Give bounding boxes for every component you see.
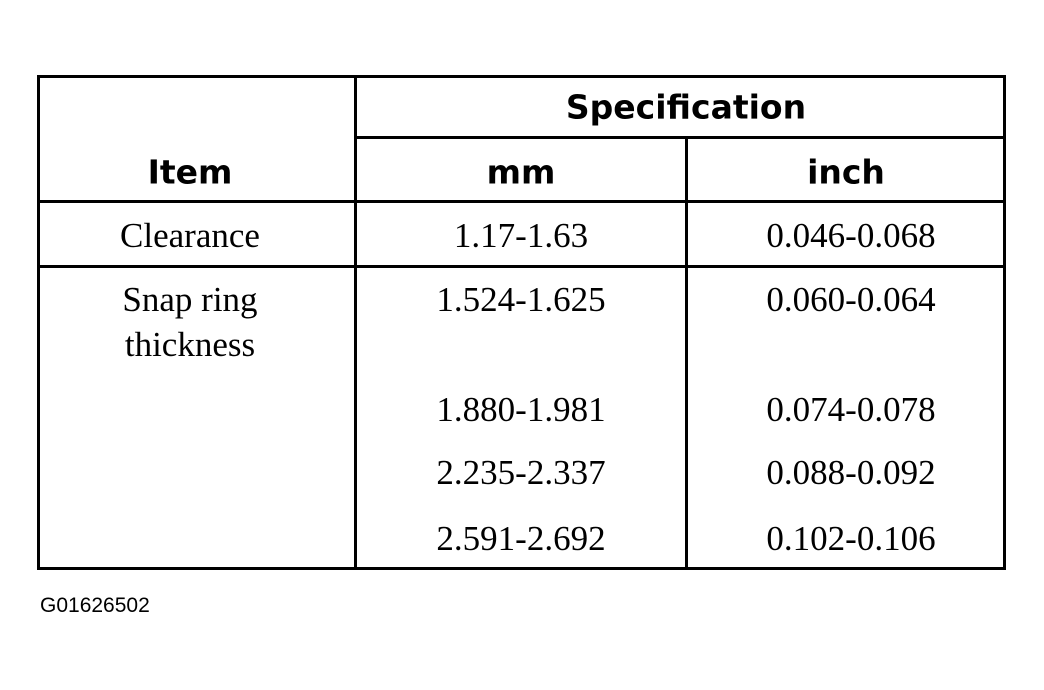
- spec-value: 0.060-0.064: [766, 280, 936, 319]
- header-group: Specification: [565, 87, 807, 127]
- row-divider: [38, 200, 1006, 203]
- spec-value: 0.102-0.106: [766, 519, 936, 558]
- spec-value: 1.880-1.981: [436, 390, 606, 429]
- row-item: Snap ring thickness: [122, 280, 258, 364]
- spec-value: 2.235-2.337: [436, 453, 606, 492]
- header-item: Item: [147, 152, 233, 192]
- spec-value: 0.074-0.078: [766, 390, 936, 429]
- table-border: [38, 75, 1006, 78]
- column-divider: [685, 137, 688, 570]
- spec-value: 1.17-1.63: [453, 216, 589, 255]
- table-border: [38, 567, 1006, 570]
- spec-value: 0.046-0.068: [766, 216, 936, 255]
- spec-value: 1.524-1.625: [436, 280, 606, 319]
- column-divider: [354, 75, 357, 570]
- row-item: Clearance: [120, 216, 260, 255]
- header-unit: mm: [486, 152, 556, 192]
- header-unit: inch: [807, 152, 885, 192]
- table-border: [1003, 75, 1006, 570]
- row-divider: [38, 265, 1006, 268]
- spec-value: 0.088-0.092: [766, 453, 936, 492]
- table-border: [37, 75, 40, 570]
- spec-value: 2.591-2.692: [436, 519, 606, 558]
- row-divider: [354, 136, 1006, 139]
- figure-id: G01626502: [40, 594, 150, 617]
